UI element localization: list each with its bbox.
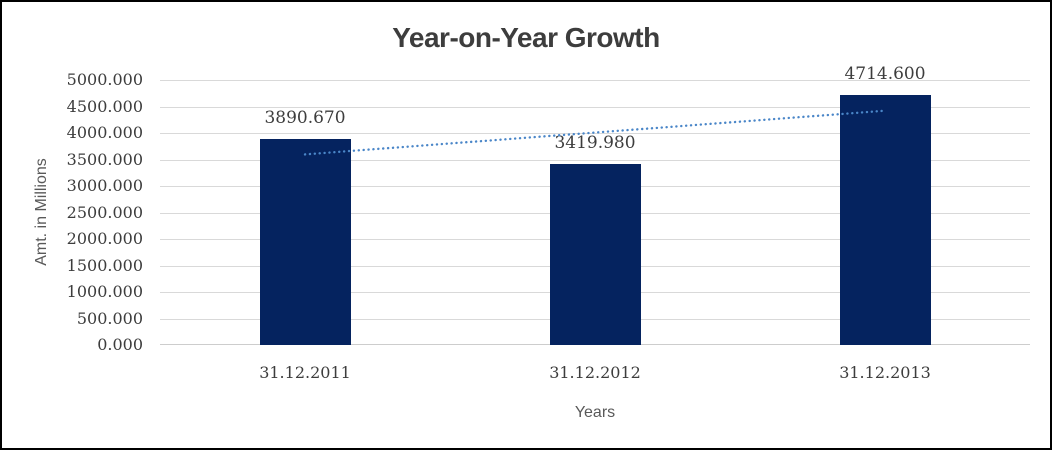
- y-tick-label: 1000.000: [66, 282, 143, 301]
- gridline: [160, 160, 1030, 161]
- bar-31.12.2013: [839, 95, 931, 345]
- y-tick-label: 1500.000: [66, 255, 143, 275]
- y-tick-label: 4000.000: [66, 123, 143, 142]
- trendline: [303, 109, 887, 156]
- gridline: [160, 133, 1030, 134]
- y-tick-label: 2000.000: [66, 229, 143, 248]
- bar-value-label: 3890.670: [264, 107, 346, 128]
- plot-area: 3890.670 3419.980 4714.600: [160, 64, 1030, 345]
- bar-31.12.2012: [549, 164, 641, 345]
- y-tick-label: 3500.000: [66, 149, 143, 169]
- gridline: [160, 80, 1030, 81]
- bar-31.12.2011: [259, 139, 351, 345]
- x-tick-label: 31.12.2011: [259, 363, 351, 382]
- bar-value-label: 3419.980: [554, 132, 636, 153]
- y-tick-label: 500.000: [76, 308, 143, 328]
- x-axis-title: Years: [574, 404, 616, 421]
- gridline: [160, 107, 1030, 108]
- chart-title: Year-on-Year Growth: [392, 22, 660, 53]
- x-tick-label: 31.12.2013: [839, 363, 931, 382]
- y-tick-label: 0.000: [97, 335, 143, 354]
- bar-value-label: 4714.600: [844, 64, 926, 85]
- y-tick-label: 4500.000: [66, 96, 143, 116]
- y-tick-label: 2500.000: [66, 202, 143, 222]
- y-tick-label: 5000.000: [66, 70, 143, 89]
- x-tick-label: 31.12.2012: [549, 363, 641, 382]
- y-tick-label: 3000.000: [66, 176, 143, 195]
